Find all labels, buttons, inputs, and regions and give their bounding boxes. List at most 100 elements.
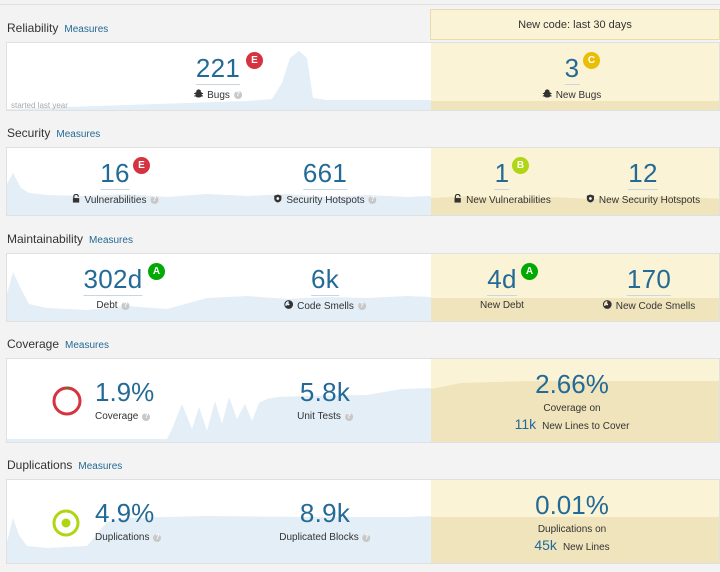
bug-icon [542,89,552,101]
duplicated-blocks-value[interactable]: 8.9k [299,498,351,528]
debt-rating-badge[interactable]: A [148,263,165,280]
reliability-card: started last year 221 Bugs? E 3 New Bugs… [6,42,720,111]
new-lines-value[interactable]: 45k [534,537,557,553]
maintainability-history-chart [7,272,431,321]
help-icon[interactable]: ? [150,196,159,204]
new-duplications-label: Duplications on [537,524,607,535]
coverage-section-title: Coverage Measures [7,337,109,351]
new-vulnerabilities-value[interactable]: 1 [494,158,510,190]
help-icon[interactable]: ? [357,302,366,310]
code-smells-metric[interactable]: 6k Code Smells? [284,264,366,312]
shield-icon [586,194,595,206]
new-duplications-value[interactable]: 0.01% [535,490,609,520]
new-code-smells-label: New Code Smells [615,300,696,312]
duplications-title: Duplications [7,458,73,472]
new-duplications-metric[interactable]: 0.01% Duplications on 45k New Lines [534,490,609,553]
help-icon[interactable]: ? [233,91,242,99]
new-bugs-label: New Bugs [555,89,602,101]
coverage-history-chart [7,388,431,442]
new-vulnerabilities-metric[interactable]: 1 New Vulnerabilities [453,158,551,206]
code-smells-value[interactable]: 6k [310,264,340,296]
new-debt-label: New Debt [480,300,524,311]
new-coverage-value[interactable]: 2.66% [535,369,609,399]
new-security-hotspots-label: New Security Hotspots [598,194,701,206]
duplications-section-title: Duplications Measures [7,458,122,472]
maintainability-title: Maintainability [7,232,84,246]
help-icon[interactable]: ? [362,533,371,542]
new-debt-metric[interactable]: 4d New Debt [480,264,524,311]
new-code-smells-metric[interactable]: 170 New Code Smells [602,264,696,312]
help-icon[interactable]: ? [368,196,377,204]
bugs-metric[interactable]: 221 Bugs? [194,53,242,101]
coverage-label: Coverage [95,411,139,422]
coverage-measures-link[interactable]: Measures [65,340,109,351]
coverage-title: Coverage [7,337,60,351]
vulnerabilities-label: Vulnerabilities [84,194,147,206]
security-hotspots-value[interactable]: 661 [302,158,348,190]
reliability-measures-link[interactable]: Measures [64,24,109,35]
security-new-code-zone [431,148,719,215]
lock-icon [453,194,462,206]
new-lines-to-cover-label: New Lines to Cover [542,421,630,432]
unit-tests-label: Unit Tests [297,411,341,422]
maintainability-section-title: Maintainability Measures [7,232,133,246]
new-bugs-value[interactable]: 3 [564,53,580,85]
bugs-rating-badge[interactable]: E [246,52,263,69]
help-icon[interactable]: ? [344,412,353,421]
new-vulnerabilities-rating-badge[interactable]: B [512,157,529,174]
duplicated-blocks-metric[interactable]: 8.9k Duplicated Blocks? [279,498,371,543]
bugs-label: Bugs [207,89,230,101]
new-security-hotspots-metric[interactable]: 12 New Security Hotspots [586,158,700,206]
new-lines-to-cover-value[interactable]: 11k [514,416,537,432]
new-lines-label: New Lines [562,542,610,553]
security-hotspots-label: Security Hotspots [286,194,365,206]
unit-tests-metric[interactable]: 5.8k Unit Tests? [297,377,353,422]
duplications-metric[interactable]: 4.9% Duplications? [95,498,162,543]
duplications-value[interactable]: 4.9% [95,498,155,528]
debt-label: Debt [96,300,118,311]
duplications-new-code-zone [431,480,719,563]
new-debt-rating-badge[interactable]: A [521,263,538,280]
top-divider [0,4,720,5]
new-bugs-rating-badge[interactable]: C [583,52,600,69]
new-coverage-metric[interactable]: 2.66% Coverage on 11k New Lines to Cover [515,369,630,432]
new-debt-value[interactable]: 4d [487,264,517,296]
new-coverage-label: Coverage on [543,403,601,414]
vulnerabilities-value[interactable]: 16 [100,158,130,190]
new-code-period-header: New code: last 30 days [430,9,720,40]
new-vulnerabilities-label: New Vulnerabilities [466,194,551,206]
debt-metric[interactable]: 302d Debt? [83,264,143,311]
security-card: 16 Vulnerabilities? E 661 Security Hotsp… [6,147,720,216]
new-security-hotspots-value[interactable]: 12 [628,158,658,190]
coverage-donut-chart [52,386,82,416]
duplicated-blocks-label: Duplicated Blocks [279,532,359,543]
reliability-history-chart [7,51,431,110]
code-smell-icon [602,300,612,312]
help-icon[interactable]: ? [142,412,151,421]
help-icon[interactable]: ? [121,301,130,310]
reliability-new-code-zone [431,43,719,110]
started-last-year-label: started last year [11,101,68,110]
security-hotspots-metric[interactable]: 661 Security Hotspots? [273,158,377,206]
debt-value[interactable]: 302d [83,264,143,296]
coverage-card: 1.9% Coverage? 5.8k Unit Tests? 2.66% Co… [6,358,720,443]
vulnerabilities-rating-badge[interactable]: E [133,157,150,174]
security-history-chart [7,173,431,215]
reliability-section-title: Reliability Measures [7,21,108,35]
vulnerabilities-metric[interactable]: 16 Vulnerabilities? [72,158,159,206]
coverage-metric[interactable]: 1.9% Coverage? [95,377,154,422]
security-measures-link[interactable]: Measures [56,129,101,140]
new-bugs-metric[interactable]: 3 New Bugs [542,53,602,101]
duplications-measures-link[interactable]: Measures [78,461,123,472]
duplications-history-chart [7,516,431,563]
maintainability-new-code-zone [431,254,719,321]
help-icon[interactable]: ? [153,533,162,542]
security-section-title: Security Measures [7,126,100,140]
duplications-label: Duplications [95,532,150,543]
maintainability-measures-link[interactable]: Measures [89,235,133,246]
bugs-value[interactable]: 221 [195,53,241,85]
new-code-smells-value[interactable]: 170 [626,264,672,296]
unit-tests-value[interactable]: 5.8k [299,377,351,407]
duplications-card: 4.9% Duplications? 8.9k Duplicated Block… [6,479,720,564]
coverage-value[interactable]: 1.9% [95,377,155,407]
